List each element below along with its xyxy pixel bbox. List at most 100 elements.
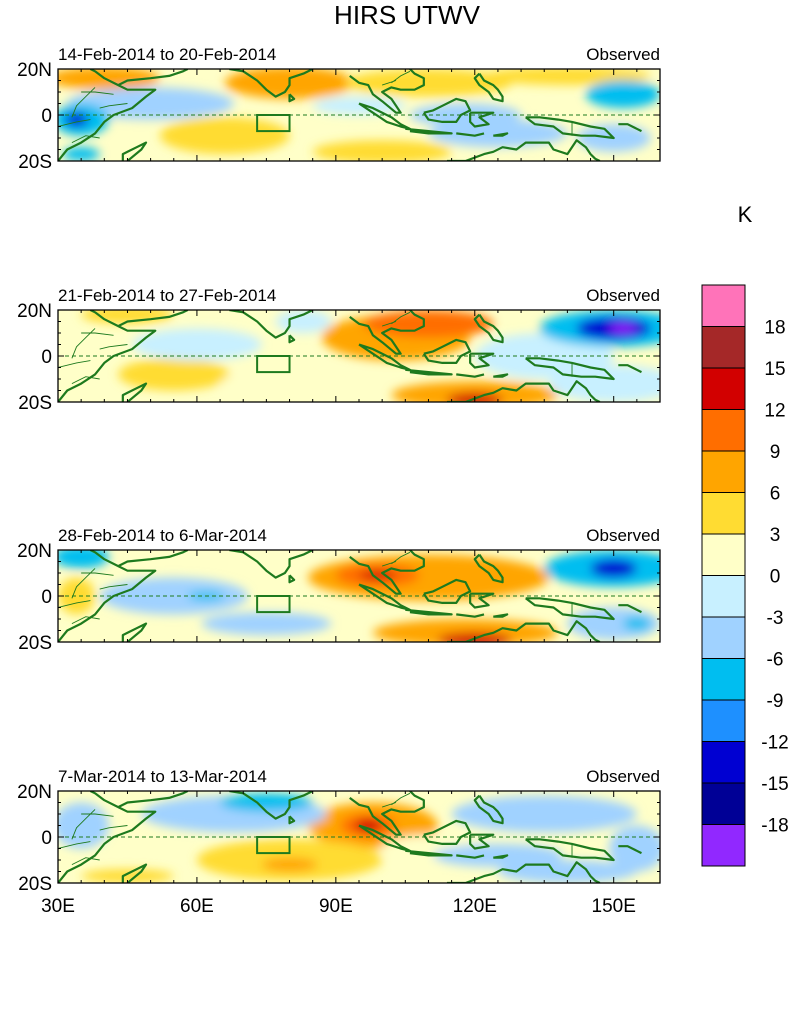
- country-border: [382, 561, 397, 567]
- y-tick-label: 0: [41, 587, 52, 608]
- coastline: [288, 93, 296, 103]
- coastline: [229, 310, 314, 339]
- coastline: [121, 141, 148, 161]
- coastline: [456, 613, 485, 618]
- panel-type-label: Observed: [586, 286, 660, 305]
- colorbar: 18 15 12 9 6 3 0 -3 -6 -9 -12 -15 -18: [701, 284, 789, 867]
- panel-type-label: Observed: [586, 526, 660, 545]
- coastline: [117, 69, 189, 87]
- country-border: [71, 135, 100, 144]
- coastline: [456, 373, 485, 378]
- country-border: [71, 857, 100, 866]
- country-border: [391, 311, 411, 325]
- colorbar-label: 3: [770, 525, 781, 546]
- coastline: [405, 127, 453, 135]
- index-box: [256, 595, 291, 614]
- country-border: [81, 813, 114, 817]
- colorbar-label: -18: [761, 816, 788, 837]
- country-border: [382, 802, 397, 808]
- colorbar-label: -6: [767, 650, 784, 671]
- anomaly-region: [451, 795, 637, 833]
- y-tick-label: 0: [41, 106, 52, 127]
- coastline: [525, 116, 615, 140]
- country-border: [71, 616, 100, 625]
- coastline: [473, 72, 504, 103]
- colorbar-swatch: [701, 575, 746, 618]
- coastline: [58, 550, 157, 642]
- coastline: [493, 132, 509, 137]
- anomaly-region: [312, 140, 452, 161]
- coastline: [288, 334, 296, 344]
- coastline: [288, 574, 296, 584]
- panel-type-label: Observed: [586, 767, 660, 786]
- country-border: [99, 825, 128, 831]
- coastline: [405, 849, 453, 857]
- country-border: [391, 792, 411, 806]
- y-tick-label: 0: [41, 347, 52, 368]
- coastline: [493, 613, 509, 618]
- x-tick-label: 150E: [592, 896, 636, 917]
- colorbar-label: -9: [767, 691, 784, 712]
- anomaly-region: [118, 358, 230, 391]
- anomaly-region: [609, 323, 637, 333]
- colorbar-label: 9: [770, 442, 781, 463]
- country-border: [81, 91, 114, 95]
- index-box: [256, 355, 291, 374]
- anomaly-region: [363, 310, 494, 338]
- colorbar-swatch: [701, 284, 746, 327]
- colorbar-swatch: [701, 658, 746, 701]
- y-tick-label: 20S: [18, 633, 52, 654]
- y-tick-label: 20S: [18, 152, 52, 173]
- anomaly-region: [567, 607, 660, 640]
- coastline: [229, 550, 314, 579]
- anomaly-region: [58, 550, 109, 569]
- colorbar-label: 15: [764, 359, 785, 380]
- anomaly-region: [354, 818, 383, 833]
- panel-4: 20N 0 20S 7-Mar-2014 to 13-Mar-2014 Observed: [17, 767, 661, 895]
- coastline: [456, 854, 485, 859]
- coastline: [405, 368, 453, 376]
- coastline: [121, 622, 148, 642]
- y-tick-label: 20N: [17, 782, 52, 803]
- x-tick-label: 60E: [180, 896, 214, 917]
- anomaly-region: [622, 616, 651, 631]
- coastline: [121, 382, 148, 402]
- x-tick-label: 120E: [453, 896, 497, 917]
- coastline: [405, 608, 453, 616]
- panel-2: 20N 0 20S 21-Feb-2014 to 27-Feb-2014 Observe…: [17, 286, 661, 414]
- colorbar-swatch: [701, 409, 746, 452]
- coastline: [525, 357, 615, 381]
- country-border: [382, 321, 397, 327]
- panels: 20N 0 20S 14-Feb-2014 to 20-Feb-2014 Observe…: [17, 45, 661, 895]
- y-tick-label: 20S: [18, 393, 52, 414]
- anomaly-region: [548, 365, 660, 402]
- y-tick-label: 20N: [17, 60, 52, 81]
- anomaly-region: [497, 860, 637, 883]
- x-axis: 30E 60E 90E 120E 150E: [41, 896, 636, 917]
- colorbar-label: 12: [764, 401, 785, 422]
- anomaly-region: [609, 825, 660, 872]
- y-tick-label: 20S: [18, 874, 52, 895]
- colorbar-swatch: [701, 741, 746, 784]
- colorbar-swatch: [701, 326, 746, 369]
- coastline: [349, 69, 425, 114]
- country-border: [58, 360, 91, 368]
- coastline: [349, 550, 425, 595]
- country-border: [99, 584, 128, 590]
- country-border: [58, 600, 91, 608]
- coastline: [422, 819, 472, 846]
- colorbar-swatch: [701, 492, 746, 535]
- coastline: [525, 838, 615, 862]
- colorbar-label: -15: [761, 774, 788, 795]
- panel-date-label: 21-Feb-2014 to 27-Feb-2014: [58, 286, 276, 305]
- coastline: [493, 854, 509, 859]
- coastline: [473, 794, 504, 825]
- country-border: [391, 70, 411, 84]
- anomaly-region: [62, 147, 100, 161]
- colorbar-swatch: [701, 367, 746, 410]
- coastline: [618, 123, 642, 133]
- coastline: [469, 352, 495, 369]
- country-border: [71, 376, 100, 385]
- coastline: [117, 791, 189, 809]
- x-tick-label: 90E: [319, 896, 353, 917]
